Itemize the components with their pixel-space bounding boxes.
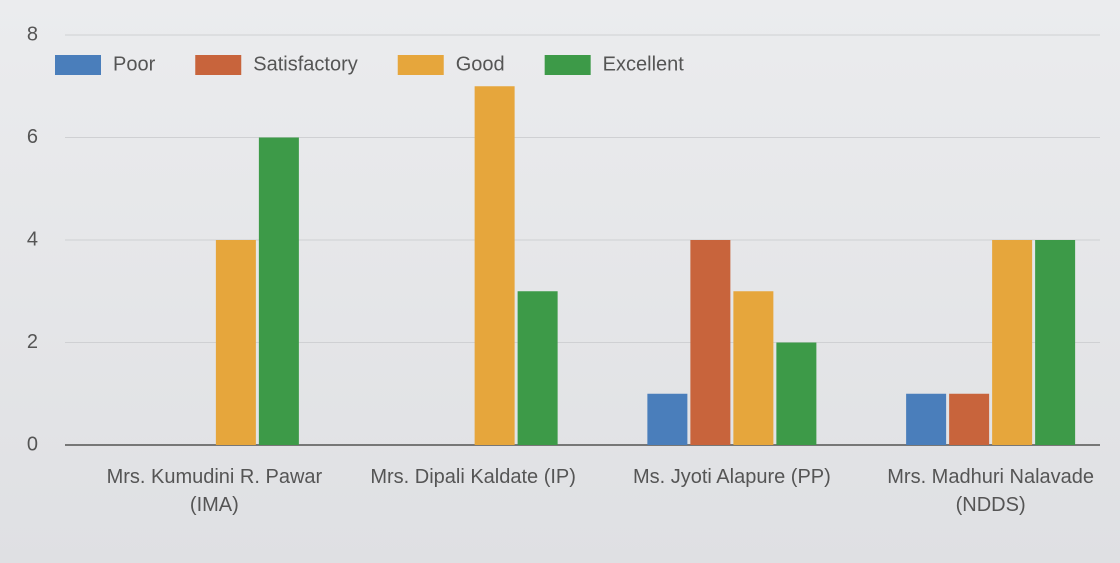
legend-swatch [195, 55, 242, 75]
y-tick-label: 2 [27, 331, 38, 353]
x-tick-label: Mrs. Dipali Kaldate (IP) [370, 466, 576, 488]
bar [690, 240, 731, 445]
bar [733, 291, 774, 445]
legend-swatch [544, 55, 591, 75]
y-tick-label: 8 [27, 23, 38, 45]
legend-label: Satisfactory [253, 53, 357, 75]
legend-swatch [55, 55, 101, 75]
bar [1035, 240, 1076, 445]
x-tick-label: Mrs. Kumudini R. Pawar (IMA) [106, 466, 323, 516]
y-tick-label: 0 [27, 433, 38, 455]
y-tick-label: 4 [27, 228, 38, 250]
legend-label: Excellent [603, 53, 685, 75]
bar [215, 240, 256, 445]
bar [258, 137, 299, 445]
bar [776, 342, 817, 445]
legend-label: Poor [113, 53, 156, 75]
x-tick-label: Ms. Jyoti Alapure (PP) [632, 466, 831, 488]
bar [474, 86, 515, 445]
x-tick-label: Mrs. Madhuri Nalavade (NDDS) [887, 466, 1094, 516]
legend-label: Good [456, 53, 505, 75]
y-tick-label: 6 [27, 126, 38, 148]
bar [647, 393, 688, 445]
legend-swatch [397, 55, 444, 75]
bar [517, 291, 558, 445]
bar [949, 393, 990, 445]
bar [992, 240, 1033, 445]
bar [906, 393, 947, 445]
